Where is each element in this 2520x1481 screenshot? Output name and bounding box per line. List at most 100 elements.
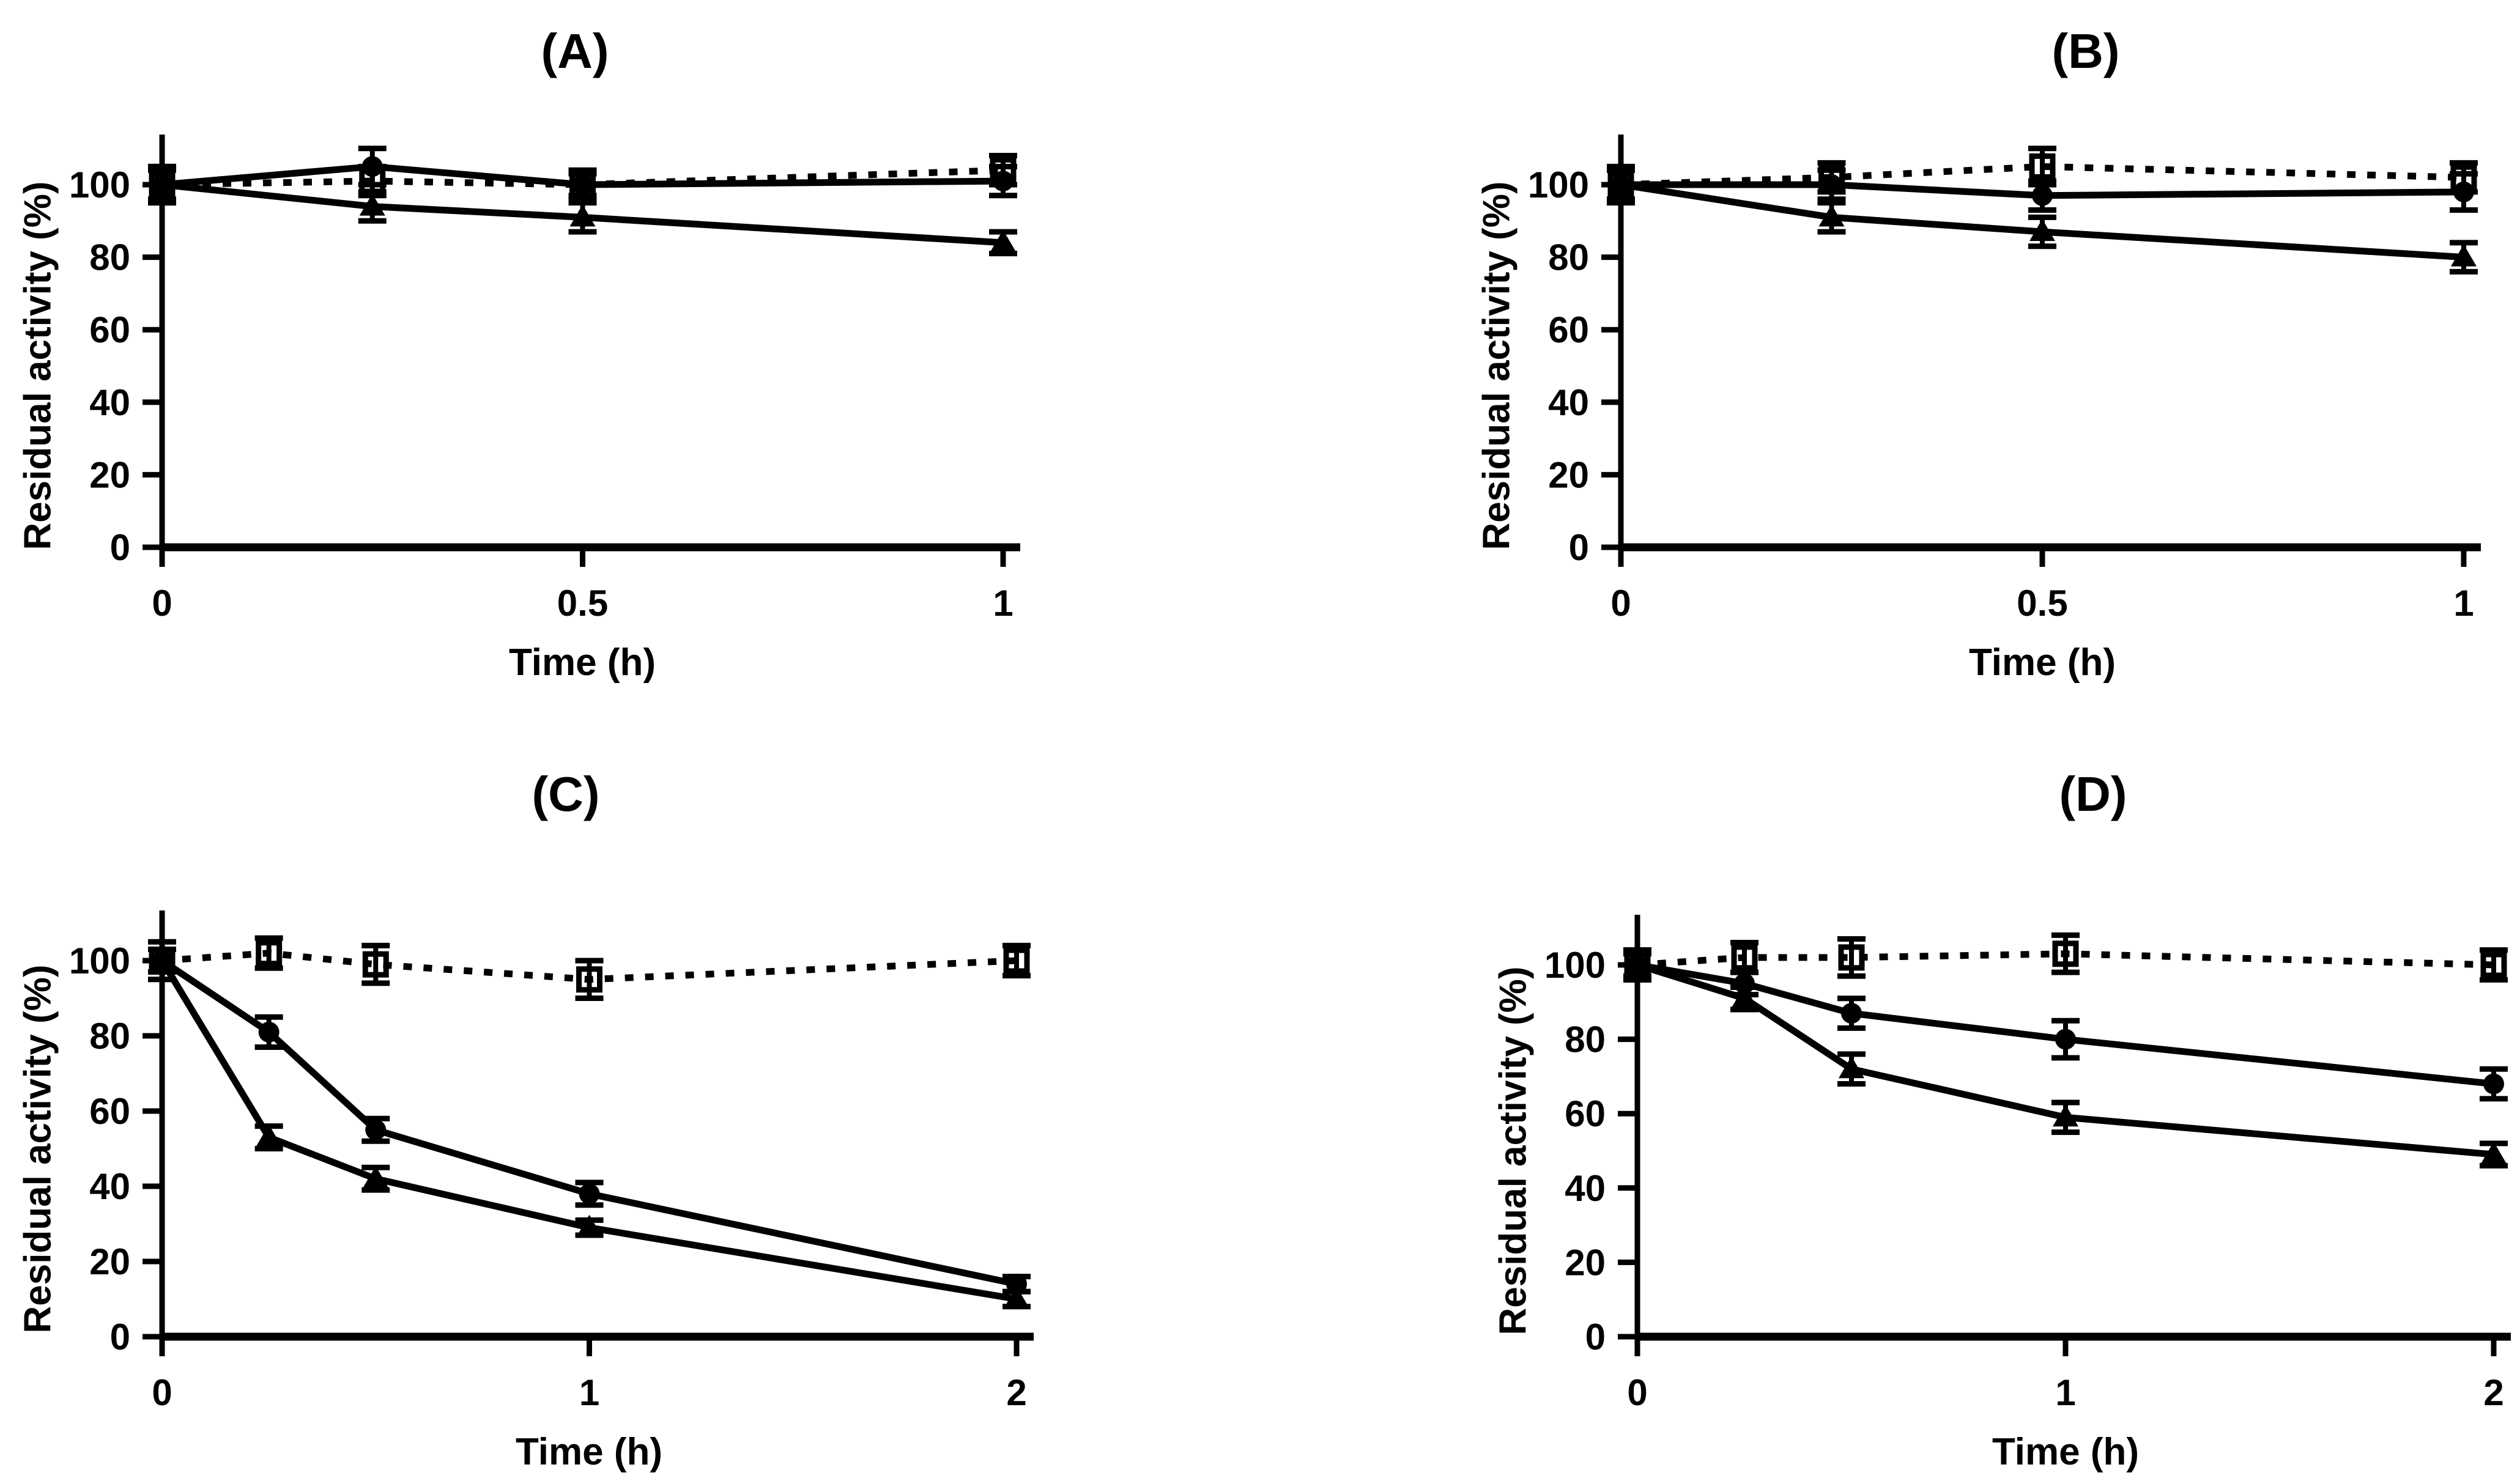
y-tick-label: 40 — [89, 382, 130, 423]
solid-series-line — [161, 163, 1004, 188]
y-tick-label: 0 — [1585, 1317, 1606, 1357]
filled-triangle-marker — [149, 172, 175, 194]
filled-triangle-marker — [256, 1125, 282, 1147]
panel-c-title: (C) — [532, 767, 600, 821]
y-tick-label: 40 — [1548, 382, 1589, 423]
open-square-marker — [1731, 944, 1758, 971]
dotted-series-line — [1620, 163, 2464, 188]
x-tick-label: 1 — [993, 583, 1013, 624]
open-square-marker — [2029, 153, 2056, 180]
open-square-marker — [362, 951, 389, 978]
filled-triangle-marker — [1818, 204, 1845, 227]
x-tick-label: 0 — [1610, 583, 1631, 624]
filled-triangle-marker — [1839, 1056, 1864, 1079]
filled-circle-marker — [2055, 1029, 2076, 1050]
panel-b: 0 20 40 60 80 100 0 0.5 1 (B) Residual activity … — [1260, 0, 2520, 741]
panel-b-plot: 0 20 40 60 80 100 0 0.5 1 — [1528, 135, 2481, 624]
y-tick-label: 60 — [1565, 1093, 1606, 1134]
y-tick-label: 80 — [1548, 237, 1589, 278]
filled-circle-marker — [2032, 185, 2053, 206]
filled-triangle-marker — [2053, 1104, 2078, 1127]
x-tick-label: 0.5 — [557, 583, 608, 624]
filled-circle-marker — [572, 174, 593, 195]
panel-b-y-axis-label: Residual activity (%) — [1475, 181, 1518, 550]
y-tick-label: 20 — [1565, 1242, 1606, 1283]
x-tick-label: 2 — [1006, 1372, 1026, 1413]
open-square-marker — [1838, 944, 1865, 971]
panel-d: 0 20 40 60 80 100 0 1 2 (D) Residual activity (%… — [1260, 741, 2520, 1481]
filled-triangle-marker — [1625, 952, 1650, 974]
x-tick-label: 0.5 — [2017, 583, 2067, 624]
y-tick-label: 0 — [110, 527, 130, 568]
y-tick-label: 0 — [110, 1317, 130, 1357]
y-tick-label: 60 — [1548, 309, 1589, 350]
y-tick-label: 100 — [1528, 164, 1589, 205]
x-tick-label: 0 — [1627, 1372, 1647, 1413]
x-tick-label: 2 — [2483, 1372, 2503, 1413]
panel-a-y-axis-label: Residual activity (%) — [17, 181, 59, 550]
filled-triangle-marker — [990, 229, 1016, 252]
y-tick-label: 40 — [1565, 1168, 1606, 1209]
y-tick-label: 100 — [69, 940, 130, 981]
filled-triangle-marker — [359, 193, 385, 216]
panel-b-title: (B) — [2051, 24, 2120, 78]
filled-circle-marker — [361, 156, 383, 177]
open-square-marker — [1003, 947, 1030, 974]
y-tick-label: 100 — [1544, 945, 1606, 986]
x-tick-label: 1 — [2055, 1372, 2075, 1413]
filled-circle-marker — [365, 1119, 387, 1140]
panel-a-title: (A) — [541, 24, 609, 78]
y-tick-label: 80 — [89, 237, 130, 278]
panel-a: 0 20 40 60 80 100 0 0.5 1 (A) Residual activity … — [0, 0, 1260, 741]
filled-circle-marker — [1821, 174, 1842, 195]
y-tick-label: 20 — [1548, 454, 1589, 495]
filled-triangle-marker — [576, 1214, 602, 1237]
y-tick-label: 40 — [89, 1166, 130, 1207]
open-square-marker — [256, 940, 283, 967]
y-tick-label: 80 — [1565, 1019, 1606, 1060]
filled-circle-marker — [2453, 181, 2474, 202]
panel-a-x-axis-label: Time (h) — [509, 641, 656, 684]
open-square-marker — [2052, 940, 2079, 967]
panel-b-x-axis-label: Time (h) — [1969, 641, 2116, 684]
filled-triangle-marker — [149, 948, 175, 970]
filled-triangle-marker — [1732, 985, 1757, 1008]
x-tick-label: 1 — [2453, 583, 2474, 624]
x-tick-label: 0 — [152, 1372, 172, 1413]
panel-c-plot: 0 20 40 60 80 100 0 1 2 — [69, 910, 1034, 1413]
solid-series-line — [159, 959, 1017, 1302]
filled-circle-marker — [258, 1021, 280, 1043]
y-tick-label: 100 — [69, 164, 130, 205]
solid-series-line — [161, 181, 1004, 246]
x-tick-label: 0 — [152, 583, 172, 624]
y-tick-label: 80 — [89, 1016, 130, 1057]
dotted-series-line — [161, 950, 1017, 983]
panel-c-y-axis-label: Residual activity (%) — [17, 964, 59, 1334]
filled-triangle-marker — [2451, 244, 2477, 267]
y-tick-label: 60 — [89, 1091, 130, 1132]
filled-circle-marker — [2483, 1073, 2504, 1095]
solid-series-line — [1621, 181, 2464, 199]
panel-d-y-axis-label: Residual activity (%) — [1492, 966, 1535, 1335]
panel-d-x-axis-label: Time (h) — [1992, 1431, 2139, 1473]
solid-series-line — [1620, 181, 2464, 261]
y-tick-label: 0 — [1569, 527, 1589, 568]
filled-triangle-marker — [1004, 1286, 1029, 1309]
panel-d-plot: 0 20 40 60 80 100 0 1 2 — [1544, 915, 2511, 1413]
panel-d-title: (D) — [2059, 767, 2127, 821]
filled-triangle-marker — [1608, 172, 1634, 194]
filled-triangle-marker — [363, 1165, 389, 1188]
filled-triangle-marker — [569, 204, 596, 227]
x-tick-label: 1 — [579, 1372, 599, 1413]
filled-triangle-marker — [2029, 219, 2055, 242]
panel-a-plot: 0 20 40 60 80 100 0 0.5 1 — [69, 135, 1020, 624]
open-square-marker — [2480, 951, 2507, 978]
panel-c-x-axis-label: Time (h) — [516, 1431, 662, 1473]
filled-circle-marker — [579, 1183, 600, 1205]
dotted-series-line — [1637, 950, 2494, 969]
y-tick-label: 20 — [89, 1241, 130, 1282]
y-tick-label: 60 — [89, 309, 130, 350]
panel-c: 0 20 40 60 80 100 0 1 2 (C) Residual activity (%… — [0, 741, 1260, 1481]
filled-triangle-marker — [2481, 1142, 2507, 1164]
